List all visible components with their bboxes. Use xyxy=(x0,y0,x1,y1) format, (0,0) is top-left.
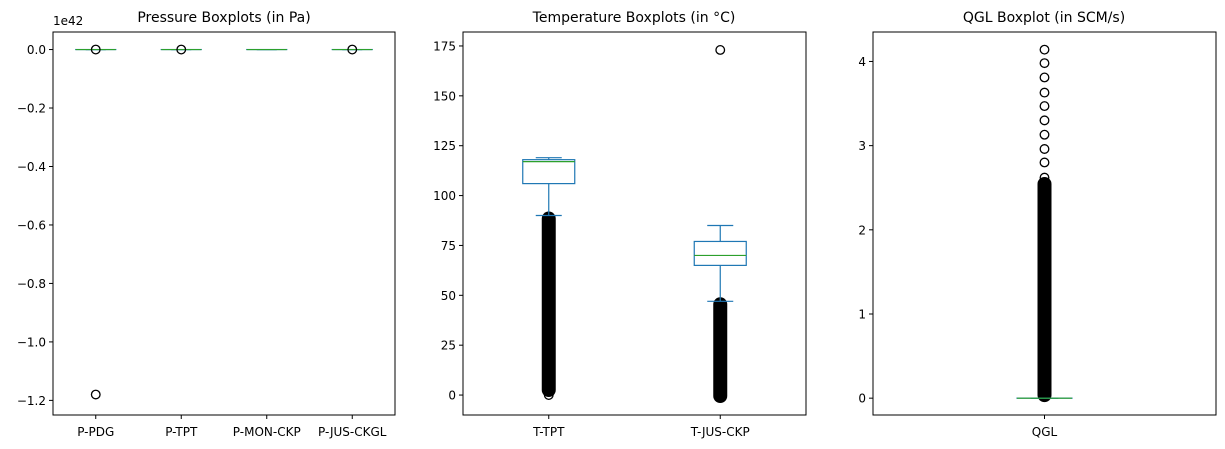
temperature-ytick-label: 150 xyxy=(433,89,456,103)
qgl-flier xyxy=(1039,157,1050,168)
qgl-flier xyxy=(1039,101,1050,112)
qgl-ytick-label: 3 xyxy=(858,139,866,153)
pressure-ytick-label: −1.0 xyxy=(17,335,46,349)
pressure-box-group xyxy=(75,44,117,400)
pressure-flier xyxy=(90,389,101,400)
temperature-ytick-label: 125 xyxy=(433,139,456,153)
qgl-flier xyxy=(1039,172,1050,183)
pressure-flier xyxy=(347,44,358,55)
qgl-axes-frame xyxy=(872,31,1217,416)
qgl-dense-fliers xyxy=(1037,176,1052,403)
pressure-offset-text: 1e42 xyxy=(53,14,83,28)
pressure-box-group xyxy=(331,44,373,55)
pressure-flier xyxy=(90,44,101,55)
qgl-title: QGL Boxplot (in SCM/s) xyxy=(963,10,1125,26)
pressure-category-label: P-PDG xyxy=(77,425,114,439)
pressure-boxplot-panel: Pressure Boxplots (in Pa) 1e42 0.0 −0.2 −0… xyxy=(17,10,396,439)
pressure-axes-frame xyxy=(52,31,396,416)
temperature-flier xyxy=(715,45,726,55)
temperature-box-group xyxy=(693,45,747,404)
temperature-ytick-label: 50 xyxy=(441,289,456,303)
qgl-boxplot-panel: QGL Boxplot (in SCM/s) 0 1 2 3 4 QGL xyxy=(858,10,1217,439)
temperature-ytick-label: 75 xyxy=(441,239,456,253)
pressure-category-label: P-TPT xyxy=(165,425,198,439)
temperature-ytick-label: 0 xyxy=(448,389,456,403)
temperature-dense-fliers xyxy=(541,211,556,398)
qgl-ytick-label: 4 xyxy=(858,55,866,69)
qgl-category-label: QGL xyxy=(1032,425,1058,439)
temperature-boxplot-panel: Temperature Boxplots (in °C) 0 25 50 75 100 1… xyxy=(433,10,807,439)
qgl-ytick-label: 2 xyxy=(858,223,866,237)
temperature-box-group xyxy=(522,157,576,401)
pressure-ytick-label: −0.6 xyxy=(17,218,46,232)
temperature-title: Temperature Boxplots (in °C) xyxy=(532,10,736,26)
pressure-flier xyxy=(176,44,187,55)
qgl-ytick-label: 1 xyxy=(858,307,866,321)
temperature-ytick-label: 25 xyxy=(441,339,456,353)
pressure-marks: 0.0 −0.2 −0.4 −0.6 −0.8 −1.0 −1.2 P-PDG P-TPT P-M… xyxy=(17,43,387,439)
pressure-category-label: P-JUS-CKGL xyxy=(318,425,387,439)
qgl-flier xyxy=(1039,44,1050,55)
temperature-box xyxy=(693,240,747,266)
temperature-axes-frame xyxy=(462,31,807,416)
qgl-box-group xyxy=(1016,44,1073,403)
qgl-flier xyxy=(1039,144,1050,154)
temperature-dense-fliers xyxy=(713,297,728,404)
temperature-category-label: T-JUS-CKP xyxy=(690,425,750,439)
qgl-flier xyxy=(1039,58,1050,69)
pressure-ytick-label: −1.2 xyxy=(17,394,46,408)
pressure-ytick-label: 0.0 xyxy=(27,43,46,57)
temperature-marks: 0 25 50 75 100 125 150 175 T-TPT T-JUS-CKP xyxy=(433,39,750,439)
temperature-ytick-label: 175 xyxy=(433,39,456,53)
qgl-flier xyxy=(1039,72,1050,83)
qgl-flier xyxy=(1039,129,1050,140)
pressure-category-label: P-MON-CKP xyxy=(233,425,301,439)
pressure-box-group xyxy=(160,44,202,55)
temperature-box xyxy=(522,159,576,185)
qgl-flier xyxy=(1039,87,1050,98)
qgl-marks: 0 1 2 3 4 QGL xyxy=(858,44,1073,439)
temperature-flier xyxy=(543,390,554,401)
pressure-ytick-label: −0.4 xyxy=(17,160,46,174)
pressure-title: Pressure Boxplots (in Pa) xyxy=(137,10,310,26)
pressure-ytick-label: −0.8 xyxy=(17,277,46,291)
temperature-ytick-label: 100 xyxy=(433,189,456,203)
pressure-ytick-label: −0.2 xyxy=(17,102,46,116)
temperature-category-label: T-TPT xyxy=(532,425,565,439)
qgl-ytick-label: 0 xyxy=(858,392,866,406)
qgl-flier xyxy=(1039,115,1050,126)
